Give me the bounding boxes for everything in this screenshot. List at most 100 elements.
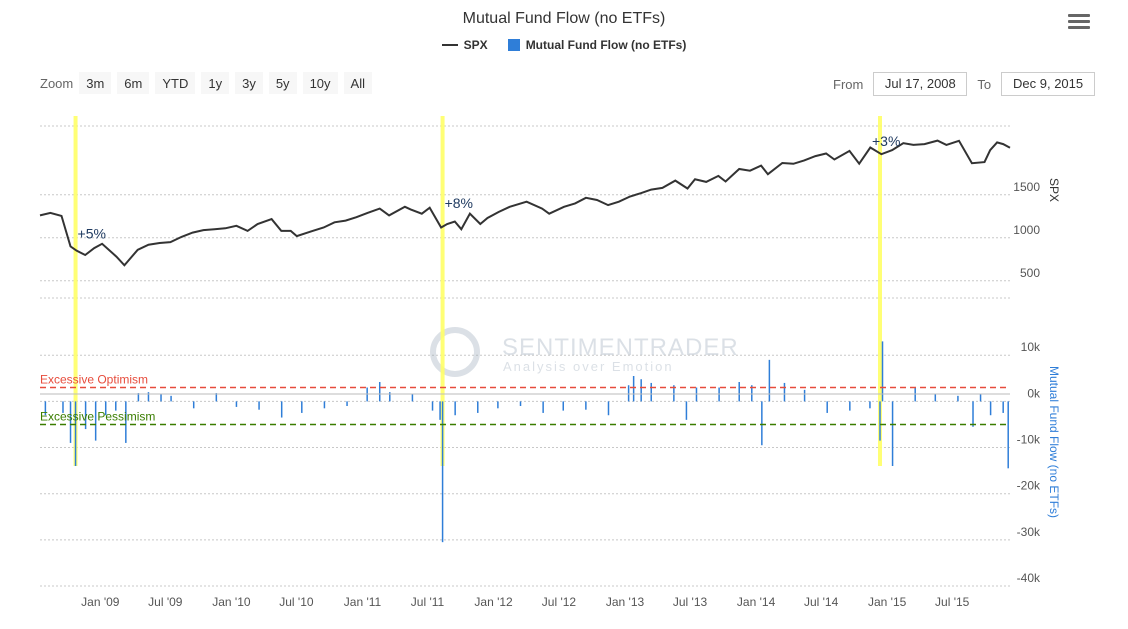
x-tick-label: Jan '13: [606, 595, 645, 609]
flow-bar: [761, 401, 763, 446]
zoom-button-all[interactable]: All: [343, 72, 372, 94]
flow-bar: [258, 401, 260, 410]
flow-bar: [891, 401, 894, 466]
highlight-band: [440, 116, 445, 466]
flow-bar: [74, 401, 77, 466]
flow-bar: [979, 394, 982, 402]
legend-box-marker: [507, 39, 520, 51]
flow-bar: [1007, 401, 1009, 469]
spx-line: [39, 139, 1011, 267]
flow-bar: [441, 401, 444, 543]
to-date-input[interactable]: Dec 9, 2015: [1001, 72, 1096, 96]
highlight-label: +5%: [78, 226, 106, 242]
zoom-button-3m[interactable]: 3m: [79, 72, 112, 94]
flow-bar: [562, 401, 564, 411]
flow-bar: [632, 376, 635, 402]
highlight-label: +3%: [872, 133, 900, 149]
flow-bar: [914, 387, 916, 402]
x-tick-label: Jul '12: [542, 595, 577, 609]
legend-item-fund-flow[interactable]: Mutual Fund Flow (no ETFs): [507, 38, 687, 52]
zoom-button-ytd[interactable]: YTD: [155, 72, 196, 94]
flow-bar: [301, 401, 303, 413]
flow-bar: [849, 401, 851, 411]
watermark-tagline: Analysis over Emotion: [503, 359, 674, 374]
flow-bar: [881, 341, 884, 402]
x-tick-label: Jan '11: [344, 595, 382, 609]
flow-tick-label: -20k: [1017, 479, 1041, 493]
zoom-button-6m[interactable]: 6m: [117, 72, 150, 94]
flow-bar: [125, 401, 127, 443]
flow-bar: [215, 393, 218, 402]
flow-bar: [640, 379, 642, 402]
legend-label-fund-flow: Mutual Fund Flow (no ETFs): [525, 38, 687, 52]
x-tick-label: Jul '14: [804, 595, 839, 609]
flow-bar: [972, 401, 974, 427]
fund-flow-bars: [44, 341, 1009, 543]
watermark-name: SENTIMENTRADER: [502, 334, 739, 361]
flow-bar: [751, 385, 753, 402]
flow-bar: [519, 401, 522, 406]
x-tick-label: Jul '09: [148, 595, 183, 609]
watermark: SENTIMENTRADER Analysis over Emotion: [430, 327, 739, 377]
flow-bar: [137, 393, 140, 402]
from-label: From: [833, 76, 864, 92]
flow-bar: [1002, 401, 1004, 413]
flow-bar: [768, 359, 771, 402]
flow-bar: [585, 401, 587, 410]
flow-bar: [673, 385, 675, 402]
flow-bar: [783, 382, 786, 402]
date-range-selector: From Jul 17, 2008 To Dec 9, 2015: [833, 72, 1096, 96]
flow-bar: [192, 401, 195, 409]
zoom-button-3y[interactable]: 3y: [235, 72, 263, 94]
spx-axis-label: SPX: [1047, 178, 1061, 202]
flow-tick-label: -30k: [1017, 525, 1041, 539]
flow-bar: [147, 392, 150, 402]
flow-bar: [235, 401, 238, 407]
legend-line-marker: [441, 44, 458, 46]
flow-bar: [497, 401, 499, 409]
x-tick-label: Jul '11: [411, 595, 445, 609]
gridlines: [40, 125, 1010, 587]
x-tick-label: Jan '14: [737, 595, 776, 609]
highlight-label: +8%: [445, 195, 473, 211]
x-tick-label: Jan '10: [212, 595, 251, 609]
flow-bar: [869, 401, 871, 409]
zoom-button-5y[interactable]: 5y: [268, 72, 297, 94]
flow-bar: [542, 401, 544, 413]
flow-bar: [44, 401, 47, 416]
flow-bar: [104, 401, 107, 416]
legend-item-spx[interactable]: SPX: [441, 38, 488, 52]
flow-tick-label: -40k: [1017, 571, 1041, 585]
flow-bar: [879, 401, 881, 441]
watermark-logo-icon: [430, 327, 480, 377]
flow-bar: [685, 401, 688, 420]
flow-bar: [957, 395, 959, 402]
flow-bar: [94, 401, 97, 441]
zoom-button-10y[interactable]: 10y: [302, 72, 338, 94]
flow-bar: [738, 382, 740, 402]
flow-bar: [607, 401, 610, 416]
flow-tick-label: -10k: [1017, 433, 1041, 447]
threshold-lines: Excessive Optimism Excessive Pessimism: [40, 373, 1010, 426]
chart-legend: SPX Mutual Fund Flow (no ETFs): [0, 38, 1128, 52]
from-date-input[interactable]: Jul 17, 2008: [873, 72, 968, 96]
zoom-button-1y[interactable]: 1y: [201, 72, 230, 94]
flow-bar: [695, 387, 698, 402]
flow-bar: [389, 392, 391, 402]
zoom-label: Zoom: [40, 75, 74, 91]
legend-label-spx: SPX: [463, 38, 488, 52]
chart-title: Mutual Fund Flow (no ETFs): [462, 10, 666, 27]
flow-tick-label: 10k: [1021, 340, 1041, 354]
flow-bar: [160, 394, 162, 402]
flow-bar: [934, 394, 937, 402]
flow-tick-label: 0k: [1027, 386, 1041, 400]
x-axis-ticks: Jan '09 Jul '09 Jan '10 Jul '10 Jan '11 Jul '…: [81, 595, 969, 609]
spx-tick-label: 1000: [1013, 223, 1040, 237]
flow-axis-label: Mutual Fund Flow (no ETFs): [1047, 366, 1061, 518]
highlight-bands: [73, 116, 882, 466]
flow-bar: [627, 385, 630, 402]
spx-tick-label: 500: [1020, 266, 1040, 280]
hamburger-menu-icon[interactable]: [1068, 14, 1090, 34]
to-label: To: [977, 76, 992, 92]
x-tick-label: Jul '10: [279, 595, 314, 609]
